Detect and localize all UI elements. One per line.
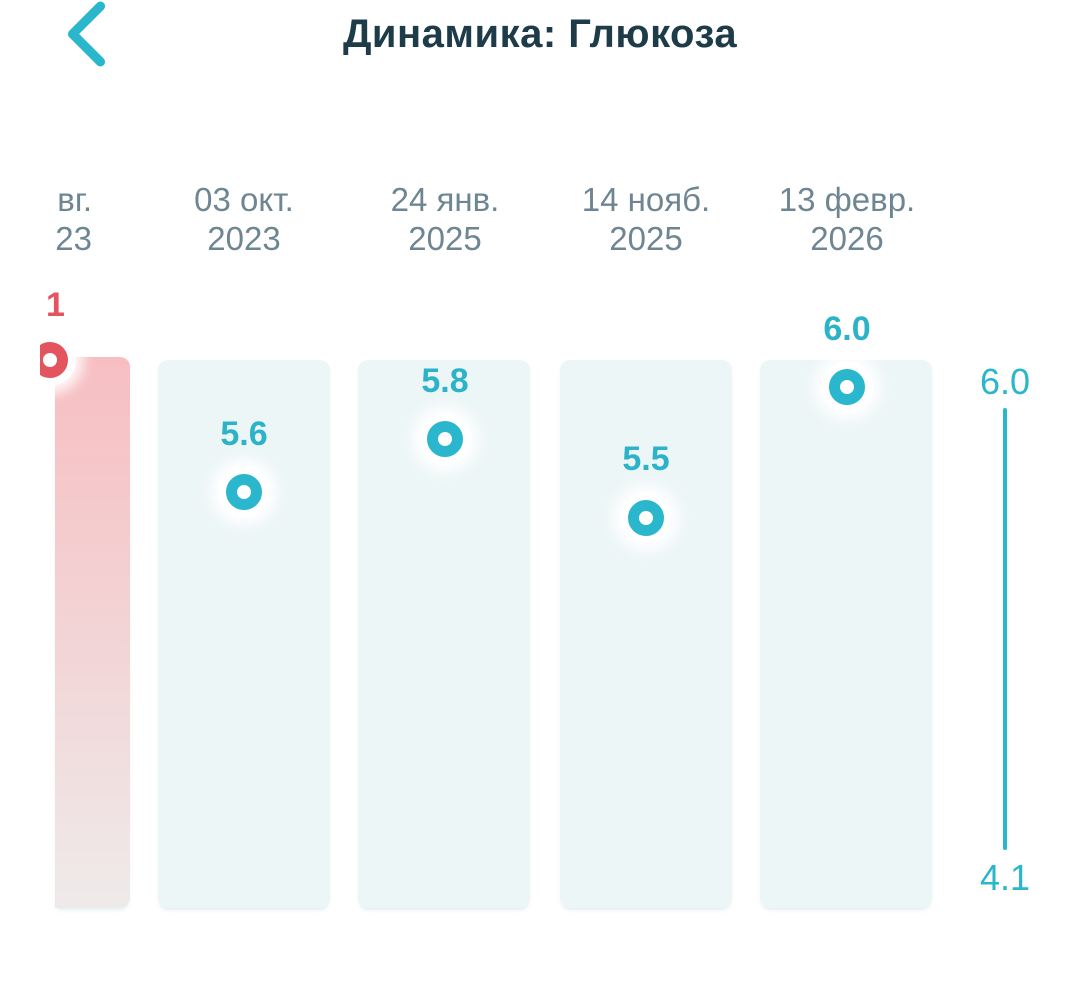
date-line1: 14 нояб.: [581, 181, 711, 218]
scale-line: [1003, 408, 1007, 850]
date-line1: вг.: [57, 181, 92, 218]
date-line2: 2023: [207, 220, 281, 257]
value-label: 5.6: [220, 415, 268, 453]
date-line2: 2026: [810, 220, 884, 257]
data-point-marker[interactable]: [427, 421, 463, 457]
chart-column: [158, 360, 330, 908]
data-point-marker[interactable]: [226, 474, 262, 510]
value-label: 5.5: [622, 440, 670, 478]
value-label: 6.0: [823, 310, 871, 348]
data-point-marker[interactable]: [628, 500, 664, 536]
date-line2: 2025: [609, 220, 683, 257]
back-button[interactable]: [56, 0, 116, 70]
data-point-marker-high[interactable]: [40, 342, 68, 378]
date-header-2: 03 окт. 2023: [156, 180, 332, 258]
scale-min-label: 4.1: [979, 857, 1031, 898]
date-header-1: вг. 23: [20, 180, 92, 258]
scale-max-label: 6.0: [979, 361, 1031, 402]
data-point-marker[interactable]: [829, 369, 865, 405]
value-label-fragment: 1: [46, 286, 65, 324]
chart-column: [560, 360, 732, 908]
date-line2: 2025: [408, 220, 482, 257]
date-header-4: 14 нояб. 2025: [558, 180, 734, 258]
date-line1: 24 янв.: [390, 181, 500, 218]
chart-column-high: [55, 357, 130, 908]
date-line1: 13 февр.: [778, 181, 916, 218]
chart-column: [760, 360, 932, 908]
date-header-5: 13 февр. 2026: [759, 180, 935, 258]
clipped-data-point-group: 1: [40, 280, 132, 410]
page-title: Динамика: Глюкоза: [342, 12, 738, 56]
back-chevron-icon: [60, 1, 112, 71]
date-header-3: 24 янв. 2025: [357, 180, 533, 258]
date-line2: 23: [55, 220, 92, 257]
value-label: 5.8: [421, 362, 469, 400]
date-line1: 03 окт.: [194, 181, 294, 218]
